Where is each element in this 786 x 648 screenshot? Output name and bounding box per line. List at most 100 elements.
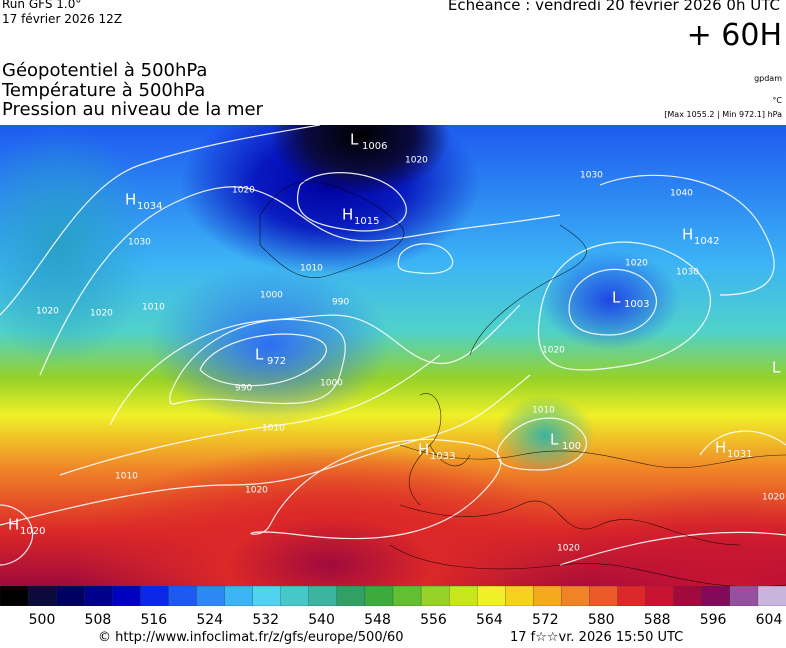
colorbar-swatch bbox=[27, 586, 57, 606]
colorbar-tick-label: 604 bbox=[756, 612, 783, 628]
colorbar-swatch bbox=[364, 586, 394, 606]
pressure-center-letter: H bbox=[342, 206, 353, 224]
colorbar-tick-label: 548 bbox=[364, 612, 391, 628]
colorbar-swatch bbox=[617, 586, 647, 606]
colorbar bbox=[0, 586, 786, 606]
pressure-center-letter: L bbox=[612, 289, 621, 307]
colorbar-tick-label: 516 bbox=[140, 612, 167, 628]
pressure-center-letter: H bbox=[682, 226, 693, 244]
colorbar-tick-label: 540 bbox=[308, 612, 335, 628]
pressure-center-letter: H bbox=[125, 191, 136, 209]
colorbar-swatch bbox=[589, 586, 619, 606]
unit-gpdam: gpdam bbox=[754, 74, 782, 83]
colorbar-swatch bbox=[280, 586, 310, 606]
pressure-center-value: 1042 bbox=[694, 236, 719, 247]
colorbar-tick-label: 500 bbox=[29, 612, 56, 628]
colorbar-swatch bbox=[477, 586, 506, 606]
colorbar-tick-label: 508 bbox=[85, 612, 112, 628]
colorbar-swatch bbox=[673, 586, 703, 606]
colorbar-swatch bbox=[140, 586, 170, 606]
colorbar-tick-label: 532 bbox=[252, 612, 279, 628]
field-2: Température à 500hPa bbox=[2, 80, 206, 101]
run-date: 17 février 2026 12Z bbox=[2, 12, 123, 26]
colorbar-swatch bbox=[505, 586, 535, 606]
isobar-label: 990 bbox=[235, 384, 252, 394]
isobar-label: 1020 bbox=[90, 309, 113, 319]
pressure-center-value: 1015 bbox=[354, 216, 379, 227]
generated-time: 17 f☆☆vr. 2026 15:50 UTC bbox=[510, 630, 684, 645]
isobar-label: 1010 bbox=[115, 472, 138, 482]
colorbar-swatch bbox=[701, 586, 731, 606]
pressure-center-value: 1031 bbox=[727, 449, 752, 460]
isobar-label: 1020 bbox=[405, 156, 428, 166]
isobar-label: 1010 bbox=[532, 406, 555, 416]
pressure-center-letter: H bbox=[8, 516, 19, 534]
isobar-label: 1000 bbox=[320, 379, 343, 389]
colorbar-tick-label: 524 bbox=[196, 612, 223, 628]
colorbar-swatch bbox=[224, 586, 254, 606]
pressure-center-letter: L bbox=[350, 131, 359, 149]
colorbar-swatch bbox=[420, 586, 450, 606]
colorbar-swatch bbox=[336, 586, 366, 606]
isobar-label: 1000 bbox=[260, 291, 283, 301]
isobar-label: 1010 bbox=[262, 424, 285, 434]
field-3: Pression au niveau de la mer bbox=[2, 99, 263, 120]
source-url: © http://www.infoclimat.fr/z/gfs/europe/… bbox=[98, 630, 404, 645]
isobar-label: 1020 bbox=[762, 493, 785, 503]
isobar-label: 1020 bbox=[557, 544, 580, 554]
isobar-label: 1010 bbox=[300, 264, 323, 274]
field-1: Géopotentiel à 500hPa bbox=[2, 60, 208, 81]
run-label: Run GFS 1.0° bbox=[2, 0, 82, 11]
isobar-label: 990 bbox=[332, 298, 349, 308]
colorbar-tick-label: 580 bbox=[588, 612, 615, 628]
colorbar-tick-label: 556 bbox=[420, 612, 447, 628]
isobar-label: 1030 bbox=[580, 171, 603, 181]
isobars bbox=[0, 125, 786, 566]
forecast-time: Echéance : vendredi 20 février 2026 0h U… bbox=[447, 0, 780, 14]
isobar-label: 1010 bbox=[142, 303, 165, 313]
isobar-label: 1030 bbox=[128, 238, 151, 248]
colorbar-swatch bbox=[392, 586, 422, 606]
colorbar-swatch bbox=[533, 586, 563, 606]
unit-celsius: °C bbox=[772, 96, 782, 105]
pressure-center-value: 1033 bbox=[430, 451, 455, 462]
pressure-center-value: 100 bbox=[562, 441, 581, 452]
colorbar-swatch bbox=[196, 586, 226, 606]
pressure-center-letter: L bbox=[550, 431, 559, 449]
isobar-label: 1020 bbox=[245, 486, 268, 496]
colorbar-labels: 500 508 516 524 532 540 548 556 564 572 580 588 596 6… bbox=[29, 612, 783, 628]
colorbar-swatch bbox=[729, 586, 759, 606]
colorbar-tick-label: 572 bbox=[532, 612, 559, 628]
pressure-center-value: 1034 bbox=[137, 201, 162, 212]
colorbar-swatch bbox=[252, 586, 282, 606]
colorbar-swatch bbox=[55, 586, 85, 606]
isobar-label: 1020 bbox=[542, 346, 565, 356]
isobar-label: 1020 bbox=[36, 307, 59, 317]
pressure-center-value: 1020 bbox=[20, 526, 45, 537]
pressure-center-letter: L bbox=[255, 346, 264, 364]
isobar-label: 1020 bbox=[625, 259, 648, 269]
isobar-label: 1020 bbox=[232, 186, 255, 196]
map-field bbox=[0, 125, 786, 586]
pressure-center-value: 1003 bbox=[624, 299, 649, 310]
colorbar-tick-label: 564 bbox=[476, 612, 503, 628]
pressure-range: [Max 1055.2 | Min 972.1] hPa bbox=[664, 110, 782, 119]
isobar-label: 1040 bbox=[670, 189, 693, 199]
colorbar-swatch bbox=[112, 586, 142, 606]
coastlines bbox=[259, 181, 786, 586]
colorbar-swatch bbox=[0, 586, 29, 606]
colorbar-tick-label: 596 bbox=[700, 612, 727, 628]
pressure-center-value: 972 bbox=[267, 356, 286, 367]
colorbar-swatch bbox=[84, 586, 113, 606]
isobar-label: 1030 bbox=[676, 268, 699, 278]
colorbar-swatch bbox=[448, 586, 478, 606]
colorbar-swatch bbox=[168, 586, 198, 606]
colorbar-swatch bbox=[757, 586, 786, 606]
colorbar-swatch bbox=[561, 586, 591, 606]
forecast-hour: + 60H bbox=[686, 18, 782, 53]
colorbar-swatch bbox=[308, 586, 338, 606]
colorbar-tick-label: 588 bbox=[644, 612, 671, 628]
pressure-center-letter: H bbox=[418, 441, 429, 459]
